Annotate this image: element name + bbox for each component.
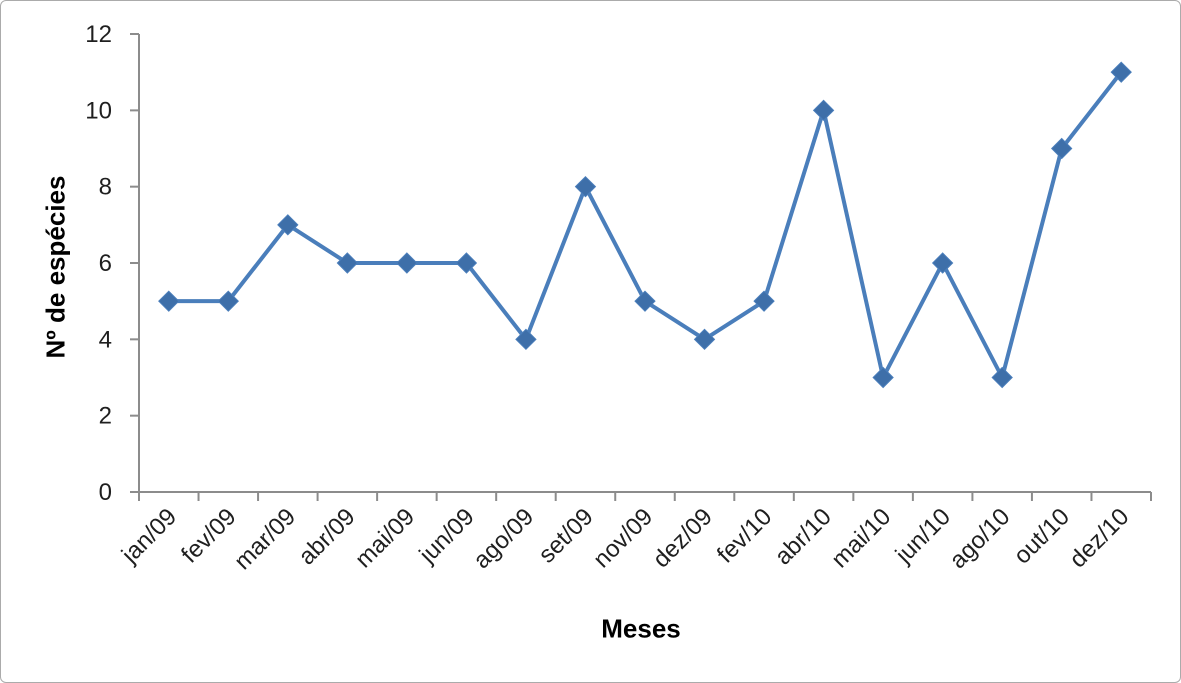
y-axis-tick-label: 0 [99, 479, 112, 506]
x-axis-tick-label: set/09 [533, 503, 598, 568]
y-axis-title: Nº de espécies [40, 175, 71, 359]
x-axis-tick-label: ago/10 [944, 503, 1015, 574]
data-point-marker [515, 328, 537, 351]
x-axis-tick-label: abr/09 [293, 503, 360, 570]
series-line [166, 70, 1124, 380]
y-axis-tick-label: 12 [85, 21, 112, 48]
x-axis-tick-label: dez/10 [1064, 503, 1134, 573]
x-axis-tick-label: jan/09 [116, 503, 182, 569]
data-point-marker [1110, 61, 1132, 83]
data-point-marker [574, 175, 597, 198]
x-axis-tick-label: abr/10 [770, 503, 837, 570]
data-point-marker [336, 252, 359, 274]
x-axis-tick-label: mar/09 [229, 503, 301, 575]
data-point-marker [217, 290, 240, 312]
data-point-marker [634, 290, 656, 312]
data-point-marker [693, 328, 716, 351]
data-point-marker [931, 252, 954, 274]
x-axis-tick-label: nov/09 [588, 503, 658, 573]
x-axis-tick-label: jun/09 [414, 503, 480, 569]
data-point-marker [158, 290, 180, 312]
x-axis-tick-label: ago/09 [468, 503, 539, 574]
x-axis-tick-label: mai/09 [350, 503, 420, 573]
x-axis-tick-label: fev/10 [712, 503, 777, 568]
y-axis-tick-label: 8 [99, 174, 112, 201]
y-axis-tick-label: 10 [85, 97, 112, 124]
x-axis-tick-label: out/10 [1009, 503, 1075, 569]
x-axis-tick-label: mai/10 [826, 503, 896, 573]
x-axis-tick-label: jun/10 [890, 503, 956, 569]
x-axis-title: Meses [601, 613, 681, 644]
data-point-marker [991, 366, 1013, 389]
data-point-marker [872, 366, 894, 389]
y-axis-tick-label: 4 [99, 326, 112, 353]
data-point-marker [812, 99, 835, 122]
y-axis-tick-label: 2 [99, 403, 112, 430]
data-point-marker [396, 252, 418, 274]
data-point-marker [753, 290, 775, 312]
data-point-marker [277, 214, 299, 236]
data-point-marker [455, 252, 478, 274]
x-axis-tick-label: dez/09 [648, 503, 718, 573]
data-point-marker [1051, 137, 1073, 160]
y-axis-tick-label: 6 [99, 250, 112, 277]
